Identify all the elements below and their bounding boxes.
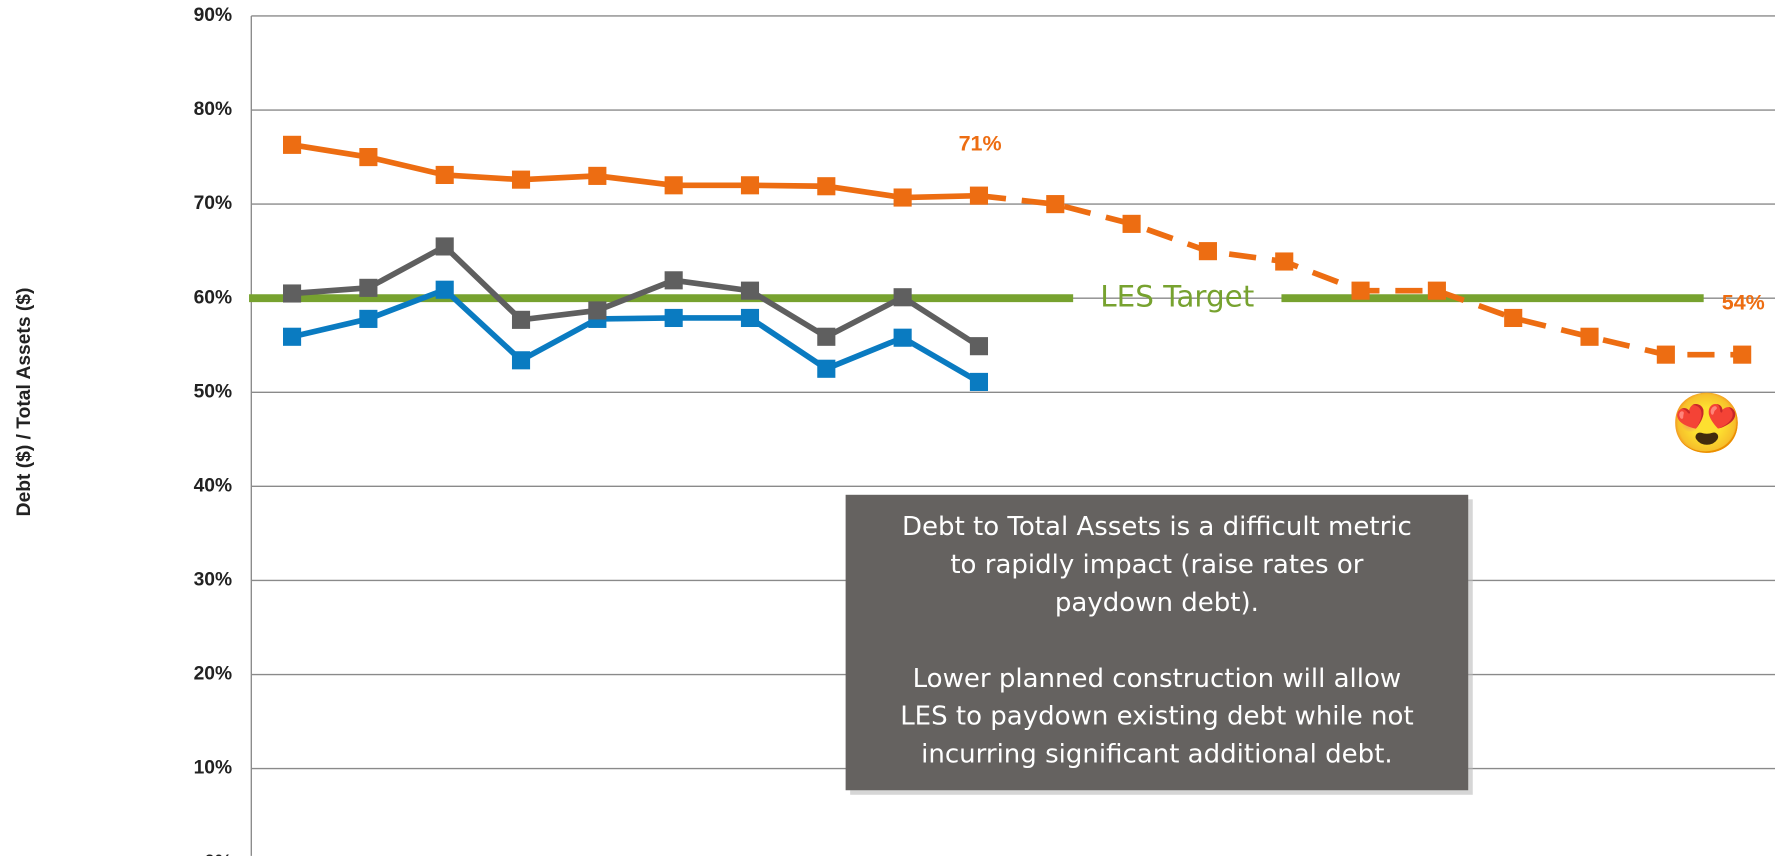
annotation-text: Lower planned construction will allow [913, 664, 1402, 694]
marker [740, 308, 760, 328]
y-tick-label: 30% [194, 570, 233, 591]
emoji: 😍 [1670, 392, 1743, 457]
marker [969, 372, 989, 391]
marker [435, 165, 454, 185]
y-tick-label: 70% [194, 193, 233, 214]
marker [1122, 214, 1141, 233]
marker [359, 148, 378, 167]
y-tick-label: 60% [194, 287, 233, 308]
y-axis-label: Debt ($) / Total Assets ($) [14, 288, 35, 517]
marker [1733, 345, 1752, 364]
marker [1046, 195, 1065, 214]
marker [359, 278, 378, 297]
target-label: LES Target [1100, 280, 1254, 314]
marker [1580, 327, 1599, 346]
marker [817, 177, 836, 196]
y-tick-label: 20% [194, 664, 233, 685]
marker [511, 310, 531, 329]
marker [359, 309, 378, 328]
y-tick-label: 0% [204, 852, 232, 856]
marker [511, 351, 531, 370]
marker [1351, 281, 1370, 300]
y-tick-label: 40% [194, 475, 233, 496]
y-tick-label: 80% [194, 99, 233, 120]
marker [664, 308, 683, 328]
marker [435, 280, 454, 299]
series-line [291, 142, 980, 201]
marker [740, 176, 760, 195]
marker [283, 327, 302, 346]
marker [588, 301, 607, 320]
annotation-box [845, 494, 1469, 791]
series-line [291, 286, 981, 385]
marker [817, 327, 836, 346]
marker [740, 281, 760, 300]
marker [1275, 252, 1294, 271]
marker [588, 166, 607, 185]
annotation-text: incurring significant additional debt. [921, 740, 1393, 770]
annotation-text: Debt to Total Assets is a difficult metr… [902, 512, 1412, 542]
data-label: 71% [959, 131, 1002, 155]
marker [969, 186, 989, 205]
marker [1427, 281, 1446, 300]
marker [1656, 345, 1675, 364]
marker [664, 176, 683, 195]
y-tick-label: 10% [194, 758, 233, 779]
annotation-text: LES to paydown existing debt while not [900, 702, 1413, 732]
marker [283, 284, 302, 303]
marker [893, 188, 912, 207]
marker [817, 359, 836, 378]
annotation-text: to rapidly impact (raise rates or [950, 550, 1363, 580]
marker [1504, 308, 1523, 328]
marker [893, 328, 912, 347]
marker [664, 271, 683, 290]
marker [969, 337, 989, 356]
y-tick-label: 90% [194, 5, 233, 26]
marker [893, 288, 912, 307]
data-label: 54% [1722, 290, 1765, 314]
marker [283, 135, 302, 154]
marker [511, 170, 531, 189]
series-line [291, 242, 981, 349]
forecast-line [978, 192, 1743, 358]
marker [1198, 242, 1217, 261]
marker [435, 237, 454, 256]
annotation-text: paydown debt). [1055, 588, 1259, 618]
y-tick-label: 50% [194, 381, 233, 402]
